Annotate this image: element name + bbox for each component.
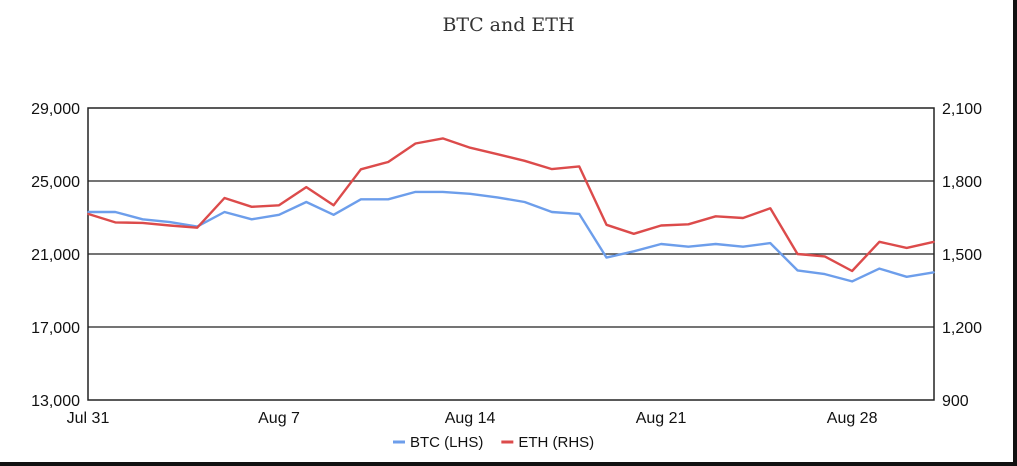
legend-label: BTC (LHS) (410, 434, 483, 451)
data-point (687, 245, 690, 248)
data-point (360, 198, 362, 201)
legend-item-eth: ETH (RHS) (501, 434, 594, 451)
data-point (714, 215, 717, 218)
data-point (851, 280, 853, 283)
x-tick-label: Aug 21 (636, 410, 687, 427)
data-point (441, 137, 444, 140)
data-point (742, 217, 744, 219)
data-point (278, 204, 280, 207)
series-line (87, 137, 935, 273)
right-tick-label: 2,100 (942, 101, 982, 118)
legend: BTC (LHS) ETH (RHS) (393, 434, 594, 451)
plot-area-border (87, 107, 935, 401)
data-point (169, 224, 171, 227)
data-point (523, 201, 526, 203)
data-point (87, 211, 89, 213)
right-tick-label: 1,800 (942, 174, 982, 191)
data-point (332, 204, 335, 207)
legend-item-btc: BTC (LHS) (393, 434, 483, 451)
data-point (578, 165, 581, 168)
data-point (824, 273, 826, 275)
data-point (469, 192, 471, 195)
data-point (496, 153, 499, 156)
right-tick-label: 1,500 (942, 247, 982, 264)
data-point (660, 243, 662, 245)
x-tick-label: Jul 31 (67, 410, 110, 427)
series-layer (87, 137, 935, 283)
data-point (660, 224, 662, 227)
data-point (250, 205, 253, 208)
data-point (305, 186, 308, 188)
series-btc (87, 190, 935, 283)
data-point (196, 226, 198, 229)
data-point (141, 218, 144, 221)
data-point (332, 213, 335, 216)
data-point (605, 256, 608, 259)
series-line (88, 190, 935, 283)
data-point (578, 213, 581, 215)
data-point (250, 218, 253, 221)
data-point (414, 191, 417, 193)
data-point (114, 211, 117, 213)
data-point (278, 213, 280, 216)
data-point (496, 196, 499, 199)
data-point (824, 255, 826, 258)
data-point (114, 221, 117, 224)
data-point (878, 267, 881, 270)
left-tick-label: 21,000 (31, 247, 80, 264)
data-point (414, 142, 417, 145)
data-point (605, 224, 608, 226)
data-point (87, 213, 89, 215)
x-axis-ticks: Jul 31 Aug 7 Aug 14 Aug 21 Aug 28 (67, 410, 878, 427)
data-point (441, 191, 444, 193)
data-point (878, 241, 881, 243)
data-point (387, 161, 389, 163)
data-point (141, 222, 144, 224)
data-point (742, 245, 744, 248)
data-point (305, 201, 308, 203)
data-point (551, 168, 553, 170)
left-tick-label: 17,000 (31, 320, 80, 337)
chart-title: BTC and ETH (442, 14, 575, 36)
data-point (360, 168, 362, 171)
data-point (933, 271, 935, 274)
data-point (469, 146, 471, 149)
left-axis-ticks: 13,000 17,000 21,000 25,000 29,000 (31, 101, 80, 410)
x-tick-label: Aug 14 (445, 410, 496, 427)
data-point (905, 276, 908, 278)
data-point (933, 241, 935, 243)
x-tick-label: Aug 7 (258, 410, 300, 427)
legend-label: ETH (RHS) (518, 434, 594, 451)
data-point (769, 242, 772, 244)
data-point (714, 243, 717, 245)
data-point (769, 207, 772, 210)
right-axis-ticks: 900 1,200 1,500 1,800 2,100 (942, 101, 982, 410)
data-point (523, 160, 526, 162)
right-tick-label: 900 (942, 393, 969, 410)
data-point (851, 270, 853, 272)
data-point (633, 250, 635, 253)
data-point (633, 233, 635, 235)
grid-lines (88, 180, 934, 328)
data-point (223, 197, 226, 199)
series-eth (87, 137, 935, 273)
left-tick-label: 13,000 (31, 393, 80, 410)
data-point (169, 221, 171, 223)
data-point (796, 269, 799, 272)
data-point (905, 247, 908, 249)
data-point (687, 223, 690, 226)
data-point (223, 211, 226, 213)
data-point (796, 253, 799, 255)
data-point (387, 198, 389, 201)
data-point (551, 211, 553, 213)
x-tick-label: Aug 28 (827, 410, 878, 427)
left-tick-label: 25,000 (31, 174, 80, 191)
right-tick-label: 1,200 (942, 320, 982, 337)
left-tick-label: 29,000 (31, 101, 80, 118)
